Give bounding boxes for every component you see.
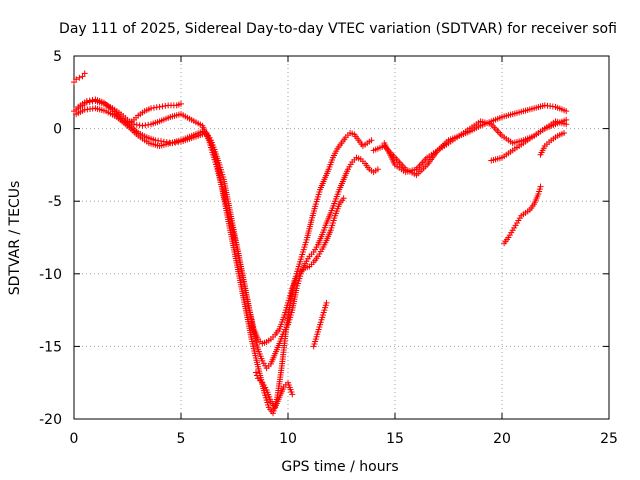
y-tick-labels: -20 -15 -10 -5 0 5: [39, 49, 62, 428]
series-track-j: [537, 129, 568, 158]
x-tick-label: 15: [386, 431, 404, 447]
x-tick-label: 0: [70, 431, 79, 447]
y-tick-label: -15: [39, 339, 62, 355]
x-tick-label: 5: [177, 431, 186, 447]
chart-title: Day 111 of 2025, Sidereal Day-to-day VTE…: [59, 21, 617, 37]
data-point: [537, 183, 544, 190]
x-axis-label: GPS time / hours: [281, 459, 398, 475]
series-track-k: [501, 183, 544, 247]
series-track-d: [124, 100, 184, 128]
y-tick-label: -5: [48, 194, 62, 210]
series-track-f: [310, 299, 330, 350]
data-point: [253, 372, 260, 379]
series-track-b: [73, 105, 381, 372]
y-tick-label: 5: [53, 49, 62, 65]
data-point: [368, 137, 375, 144]
data-point: [289, 391, 296, 398]
series-track-c: [75, 96, 347, 347]
data-point: [561, 129, 568, 136]
y-tick-label: -20: [39, 412, 62, 428]
data-point: [323, 299, 330, 306]
y-tick-label: -10: [39, 267, 62, 283]
series-track-i: [488, 116, 570, 164]
data-point: [178, 100, 184, 107]
data-point: [73, 76, 80, 83]
data-point: [563, 108, 570, 115]
data-point: [340, 195, 347, 202]
data-point: [252, 369, 259, 376]
axis-ticks: [73, 55, 610, 420]
data-point: [563, 116, 570, 123]
series-track-e: [252, 369, 296, 411]
plot-frame: [73, 55, 610, 420]
data-point: [76, 74, 83, 81]
x-tick-labels: 0 5 10 15 20 25: [70, 431, 618, 447]
data-point: [81, 70, 88, 77]
x-tick-label: 20: [493, 431, 511, 447]
x-tick-label: 10: [279, 431, 297, 447]
series-track-g: [370, 102, 570, 179]
y-axis-label: SDTVAR / TECUs: [7, 181, 23, 296]
y-tick-label: 0: [53, 122, 62, 138]
series-early-start: [71, 70, 88, 86]
x-tick-label: 25: [600, 431, 618, 447]
series-track-a: [71, 98, 375, 417]
data-points: [71, 70, 570, 417]
data-point: [374, 166, 381, 173]
series-track-h: [381, 118, 570, 176]
